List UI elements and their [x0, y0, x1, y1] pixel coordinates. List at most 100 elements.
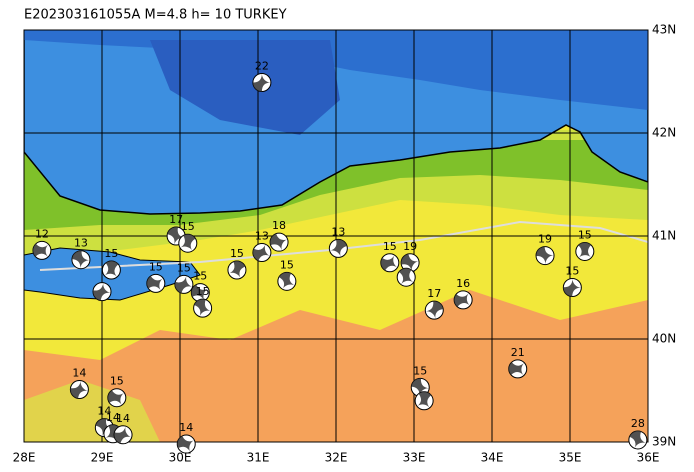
- event-depth: 13: [74, 237, 88, 250]
- beachball-quadrant: [329, 239, 347, 258]
- event-depth: 14: [116, 412, 130, 425]
- focal-mechanism: [380, 253, 400, 273]
- event-depth: 13: [331, 225, 345, 238]
- lat-tick-label: 41N: [652, 229, 676, 243]
- focal-mechanism: [535, 246, 555, 266]
- focal-mechanism: [92, 282, 112, 302]
- event-depth: 14: [72, 366, 86, 379]
- focal-mechanism: [113, 425, 133, 445]
- beachball-quadrant: [191, 284, 209, 301]
- beachball-quadrant: [114, 426, 132, 444]
- event-depth: 14: [106, 411, 120, 424]
- beachball-quadrant: [146, 276, 164, 291]
- focal-mechanism: [414, 391, 434, 411]
- beachball-quadrant: [107, 390, 125, 406]
- beachball-quadrant: [167, 226, 185, 245]
- focal-mechanism: [400, 253, 420, 273]
- beachball-quadrant: [425, 301, 444, 320]
- beachball-quadrant: [629, 430, 647, 449]
- beachball-quadrant: [95, 418, 114, 437]
- beachball-quadrant: [411, 378, 430, 397]
- lon-tick-label: 34E: [481, 451, 504, 465]
- focal-mechanism: [269, 232, 289, 252]
- event-depth: 15: [177, 261, 191, 274]
- focal-mechanism: [575, 241, 595, 261]
- beachball-quadrant: [93, 282, 111, 301]
- event-depth: 15: [413, 364, 427, 377]
- event-depth: 28: [631, 417, 645, 430]
- lat-tick-label: 40N: [652, 332, 676, 346]
- event-depth: 14: [97, 405, 111, 418]
- focal-mechanism: [176, 434, 196, 454]
- beachball-quadrant: [398, 268, 414, 285]
- beachball-quadrant: [417, 391, 432, 408]
- lat-tick-label: 39N: [652, 435, 676, 449]
- lon-tick-label: 33E: [403, 451, 426, 465]
- map-title: E202303161055A M=4.8 h= 10 TURKEY: [24, 8, 287, 23]
- event-depth: 13: [255, 229, 269, 242]
- event-depth: 16: [456, 277, 470, 290]
- focal-mechanism: [69, 379, 89, 399]
- focal-mechanism: [190, 283, 210, 303]
- beachball-quadrant: [578, 242, 592, 258]
- event-depth: 17: [427, 287, 441, 300]
- event-depth: 15: [181, 220, 195, 233]
- event-depth: 18: [272, 219, 286, 232]
- event-depth: 15: [565, 265, 579, 278]
- focal-mechanism: [453, 290, 473, 310]
- lon-tick-label: 32E: [325, 451, 348, 465]
- lon-tick-label: 35E: [559, 451, 582, 465]
- lat-tick-label: 43N: [652, 23, 676, 37]
- lon-tick-label: 28E: [13, 451, 36, 465]
- focal-mechanism: [174, 274, 194, 294]
- beachball-quadrant: [32, 243, 49, 257]
- beachball-quadrant: [252, 244, 271, 261]
- focal-mechanism: [107, 388, 127, 408]
- event-depth: 15: [383, 240, 397, 253]
- lon-tick-label: 36E: [637, 451, 660, 465]
- lat-tick-label: 42N: [652, 126, 676, 140]
- focal-mechanism: [193, 298, 213, 318]
- focal-mechanism: [227, 260, 247, 280]
- focal-mechanism: [328, 238, 348, 258]
- event-depth: 15: [193, 270, 207, 283]
- beachball-quadrant: [72, 250, 90, 269]
- focal-mechanism: [424, 300, 444, 320]
- focal-mechanism: [277, 271, 297, 291]
- event-depth: 15: [196, 285, 210, 298]
- beachball-quadrant: [174, 275, 193, 294]
- focal-mechanism: [146, 273, 166, 293]
- focal-mechanism: [252, 73, 272, 93]
- beachball-quadrant: [270, 233, 288, 251]
- event-depth: 21: [511, 346, 525, 359]
- beachball-quadrant: [180, 234, 196, 251]
- focal-mechanism: [71, 250, 91, 270]
- beachball-quadrant: [563, 278, 582, 297]
- focal-mechanism: [101, 260, 121, 280]
- event-depth: 15: [230, 247, 244, 260]
- beachball-quadrant: [70, 380, 89, 399]
- beachball-quadrant: [177, 436, 195, 453]
- event-depth: 12: [35, 227, 49, 240]
- focal-mechanism: [396, 267, 416, 287]
- focal-mechanism: [508, 359, 528, 379]
- beachball-quadrant: [536, 246, 554, 265]
- beachball-quadrant: [508, 362, 525, 376]
- beachball-quadrant: [278, 272, 295, 290]
- event-depth: 15: [104, 247, 118, 260]
- event-depth: 19: [403, 240, 417, 253]
- event-depth: 22: [255, 60, 269, 73]
- beachball-quadrant: [454, 293, 470, 307]
- focal-mechanism: [178, 233, 198, 253]
- beachball-quadrant: [228, 260, 246, 279]
- lon-tick-label: 31E: [247, 451, 270, 465]
- focal-mechanism: [628, 430, 648, 450]
- event-depth: 15: [578, 228, 592, 241]
- lon-tick-label: 29E: [91, 451, 114, 465]
- beachball-quadrant: [252, 73, 271, 92]
- beachball-quadrant: [401, 253, 419, 272]
- event-depth: 17: [169, 213, 183, 226]
- event-depth: 14: [179, 421, 193, 434]
- beachball-quadrant: [380, 255, 398, 271]
